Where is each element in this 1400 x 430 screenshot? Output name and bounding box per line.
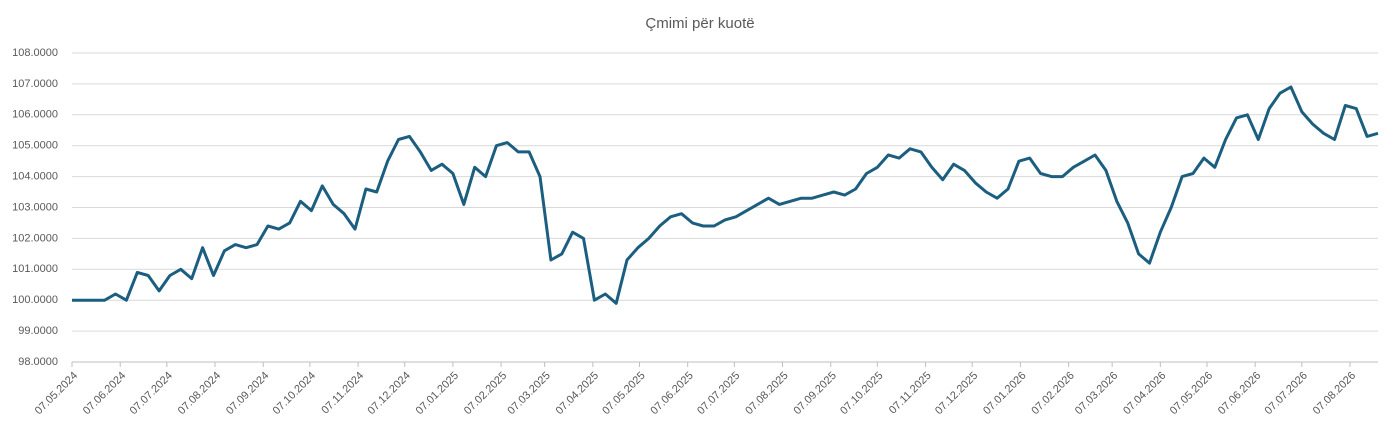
price-line — [72, 85, 1379, 305]
y-tick-label: 98.0000 — [18, 356, 58, 368]
x-tick-label: 07.06.2024 — [81, 370, 128, 417]
y-tick-label: 107.0000 — [12, 78, 58, 90]
x-tick-label: 07.02.2026 — [1029, 370, 1076, 417]
y-tick-label: 103.0000 — [12, 201, 58, 213]
y-tick-label: 106.0000 — [12, 109, 58, 121]
x-tick-label: 07.07.2026 — [1263, 370, 1310, 417]
y-tick-label: 102.0000 — [12, 232, 58, 244]
x-tick-label: 07.05.2024 — [33, 370, 80, 417]
chart-title: Çmimi për kuotë — [645, 15, 754, 32]
x-tick-label: 07.03.2025 — [505, 370, 552, 417]
x-tick-label: 07.09.2024 — [224, 370, 271, 417]
x-tick-label: 07.01.2025 — [414, 370, 461, 417]
x-tick-label: 07.05.2026 — [1168, 370, 1215, 417]
x-tick-label: 07.12.2024 — [365, 370, 412, 417]
x-tick-label: 07.10.2025 — [838, 370, 885, 417]
x-tick-label: 07.03.2026 — [1073, 370, 1120, 417]
x-tick-label: 07.02.2025 — [462, 370, 509, 417]
x-tick-label: 07.08.2025 — [743, 370, 790, 417]
x-tick-label: 07.09.2025 — [791, 370, 838, 417]
x-tick-label: 07.08.2026 — [1311, 370, 1358, 417]
y-tick-label: 100.0000 — [12, 294, 58, 306]
x-tick-label: 07.12.2025 — [933, 370, 980, 417]
y-tick-label: 105.0000 — [12, 140, 58, 152]
y-tick-label: 101.0000 — [12, 263, 58, 275]
x-tick-label: 07.11.2025 — [887, 370, 934, 417]
x-tick-label: 07.11.2024 — [319, 370, 366, 417]
x-tick-label: 07.04.2025 — [554, 370, 601, 417]
y-tick-label: 99.0000 — [18, 325, 58, 337]
y-tick-label: 104.0000 — [12, 171, 58, 183]
x-tick-label: 07.06.2025 — [648, 370, 695, 417]
x-tick-label: 07.07.2025 — [695, 370, 742, 417]
x-tick-label: 07.05.2025 — [600, 370, 647, 417]
x-tick-label: 07.04.2026 — [1121, 370, 1168, 417]
x-tick-label: 07.08.2024 — [176, 370, 223, 417]
x-tick-label: 07.10.2024 — [271, 370, 318, 417]
x-tick-label: 07.07.2024 — [128, 370, 175, 417]
x-tick-label: 07.06.2026 — [1216, 370, 1263, 417]
x-tick-label: 07.01.2026 — [981, 370, 1028, 417]
y-tick-label: 108.0000 — [12, 47, 58, 59]
